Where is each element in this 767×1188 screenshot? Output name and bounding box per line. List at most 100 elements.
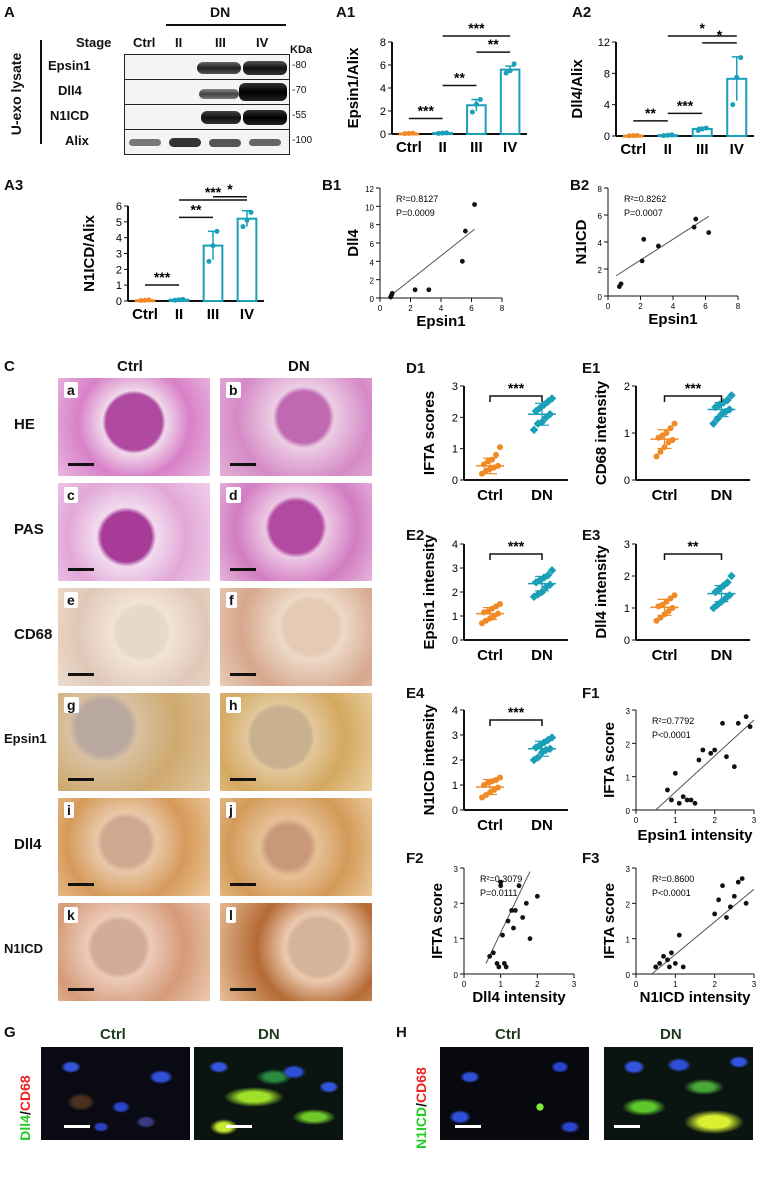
wb-band bbox=[243, 110, 287, 125]
panel-label-f2: F2 bbox=[406, 850, 424, 867]
y-axis-label: Dll4 bbox=[345, 229, 362, 257]
ihc-image bbox=[220, 693, 372, 791]
data-point bbox=[724, 754, 729, 760]
data-point bbox=[618, 281, 624, 287]
data-point bbox=[494, 961, 500, 966]
panel-label-h: H bbox=[396, 1024, 407, 1041]
x-tick-label: 2 bbox=[408, 304, 413, 313]
data-point bbox=[735, 720, 741, 726]
scale-bar bbox=[68, 568, 94, 571]
y-axis-label: IFTA score bbox=[601, 883, 618, 959]
y-tick-label: 0 bbox=[452, 805, 458, 817]
significance-label: *** bbox=[685, 380, 702, 396]
data-point bbox=[703, 125, 709, 131]
data-point bbox=[672, 770, 678, 776]
ihc-image-letter: h bbox=[226, 697, 241, 713]
panel-label-b1: B1 bbox=[322, 177, 342, 194]
data-point bbox=[473, 101, 479, 107]
data-point bbox=[509, 908, 515, 913]
ihc-image-letter: k bbox=[64, 907, 78, 923]
x-tick-label: 0 bbox=[462, 980, 467, 989]
if-g-dn-image bbox=[194, 1047, 343, 1140]
data-point bbox=[667, 425, 674, 432]
y-tick-label: 1 bbox=[454, 936, 459, 945]
x-tick-label: II bbox=[175, 306, 183, 323]
y-tick-label: 12 bbox=[365, 185, 374, 194]
data-point bbox=[146, 297, 152, 303]
data-point bbox=[511, 61, 517, 67]
panel-label-f1: F1 bbox=[582, 685, 600, 702]
scale-bar bbox=[614, 1125, 640, 1128]
annotation-p: P<0.0001 bbox=[652, 730, 691, 740]
data-point bbox=[630, 133, 636, 139]
if-g-header-ctrl: Ctrl bbox=[100, 1026, 126, 1043]
y-tick-label: 4 bbox=[380, 83, 386, 95]
ihc-row-label: Dll4 bbox=[14, 836, 42, 853]
ihc-col-header-dn: DN bbox=[288, 358, 310, 375]
y-tick-label: 0 bbox=[452, 475, 458, 487]
data-point bbox=[503, 964, 509, 970]
x-axis-label: Epsin1 bbox=[648, 311, 697, 328]
significance-label: ** bbox=[645, 105, 656, 121]
wb-band bbox=[199, 89, 239, 99]
data-point bbox=[747, 724, 753, 730]
y-tick-label: 10 bbox=[365, 203, 374, 212]
x-tick-label: 3 bbox=[752, 980, 757, 989]
data-point bbox=[440, 130, 446, 136]
panel-label-g: G bbox=[4, 1024, 16, 1041]
data-point bbox=[738, 55, 744, 61]
x-tick-label: 2 bbox=[712, 816, 717, 825]
y-tick-label: 8 bbox=[604, 68, 610, 80]
x-tick-label: II bbox=[664, 141, 672, 158]
wb-row-label-dll4: Dll4 bbox=[58, 83, 82, 98]
data-point bbox=[500, 932, 505, 938]
y-axis-label: IFTA score bbox=[429, 883, 446, 959]
data-point bbox=[730, 102, 736, 108]
x-tick-label: DN bbox=[531, 817, 553, 834]
y-tick-label: 2 bbox=[626, 900, 631, 909]
data-point bbox=[402, 131, 408, 137]
x-tick-label: 1 bbox=[673, 816, 678, 825]
y-tick-label: 3 bbox=[626, 865, 631, 874]
data-point bbox=[671, 420, 678, 427]
y-tick-label: 1 bbox=[626, 774, 631, 783]
data-point bbox=[469, 109, 475, 115]
y-axis-label: Dll4 intensity bbox=[593, 545, 610, 639]
wb-dn-header: DN bbox=[210, 4, 231, 20]
ihc-image-letter: b bbox=[226, 382, 241, 398]
annotation-r2: R²=0.3079 bbox=[480, 874, 522, 884]
scale-bar bbox=[68, 988, 94, 991]
data-point bbox=[459, 258, 465, 264]
data-point bbox=[477, 97, 483, 102]
y-tick-label: 4 bbox=[370, 258, 375, 267]
data-point bbox=[523, 900, 529, 906]
if-h-stain-sep: / bbox=[413, 1102, 429, 1107]
y-tick-label: 3 bbox=[624, 539, 630, 551]
y-tick-label: 2 bbox=[624, 571, 630, 583]
data-point bbox=[472, 202, 477, 207]
wb-band bbox=[169, 138, 201, 147]
data-point bbox=[497, 601, 503, 607]
chart-b2-n1icd-vs-epsin1: 0 2 4 6 8 N1ICD 0 2 4 6 8 Epsin1 R²=0.8262 P=0.0007 bbox=[573, 185, 741, 328]
y-tick-label: 0 bbox=[116, 296, 122, 308]
y-tick-label: 8 bbox=[380, 37, 386, 49]
y-tick-label: 3 bbox=[452, 730, 458, 742]
chart-e4-n1icd-intensity: 0 1 2 3 4 N1ICD intensity Ctrl DN *** bbox=[421, 704, 568, 834]
wb-blot-n1icd bbox=[124, 104, 290, 130]
x-tick-label: 8 bbox=[736, 302, 741, 311]
data-point bbox=[214, 228, 220, 234]
x-tick-label: 6 bbox=[469, 304, 474, 313]
data-point bbox=[527, 936, 533, 942]
y-tick-label: 3 bbox=[452, 563, 458, 575]
y-tick-label: 1 bbox=[452, 444, 458, 456]
data-point bbox=[512, 908, 518, 913]
data-point bbox=[176, 297, 182, 303]
y-tick-label: 2 bbox=[624, 381, 630, 393]
if-g-stain-sep: / bbox=[17, 1111, 33, 1115]
regression-line bbox=[485, 871, 531, 964]
regression-line bbox=[387, 228, 475, 299]
data-point bbox=[699, 126, 705, 132]
wb-row-label-n1icd: N1ICD bbox=[50, 108, 90, 123]
bar bbox=[236, 217, 258, 303]
